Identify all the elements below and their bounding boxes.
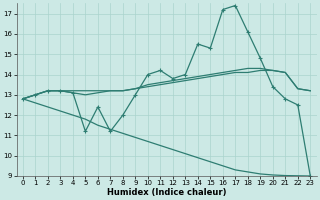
X-axis label: Humidex (Indice chaleur): Humidex (Indice chaleur) xyxy=(107,188,226,197)
